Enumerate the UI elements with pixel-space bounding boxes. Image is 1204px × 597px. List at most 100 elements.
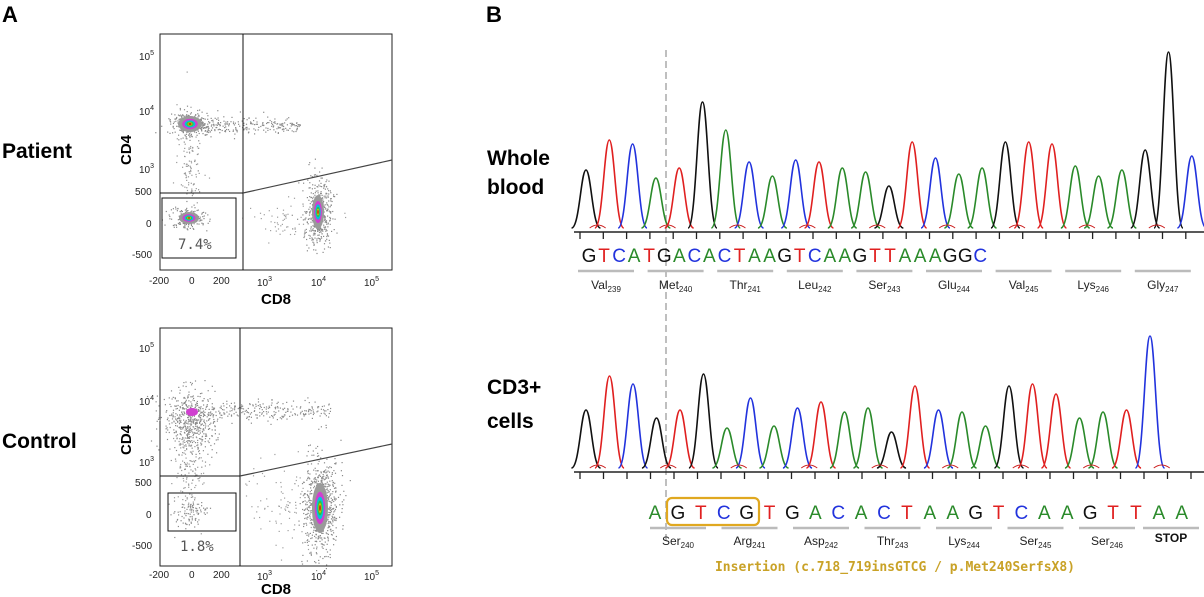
flow-event: [173, 437, 175, 440]
flow-event: [201, 392, 203, 394]
cd4-pop-density: [186, 408, 198, 416]
flow-event: [220, 405, 222, 407]
peak-C: [923, 409, 954, 469]
flow-event: [197, 444, 199, 446]
flow-event: [191, 136, 193, 138]
flow-event: [313, 529, 315, 531]
flow-event: [150, 440, 153, 442]
flow-event: [217, 439, 219, 441]
flow-event: [314, 482, 316, 484]
flow-event: [260, 125, 262, 128]
flow-event: [323, 205, 325, 207]
flow-event: [199, 393, 202, 395]
flow-event: [190, 506, 192, 508]
flow-event: [182, 446, 184, 448]
peak-C: [733, 161, 765, 229]
flow-event: [190, 429, 192, 431]
flow-event: [309, 502, 311, 504]
flow-event: [292, 228, 294, 230]
codon-label: Ser245: [1019, 534, 1052, 550]
codon-label: Thr241: [730, 278, 762, 294]
flow-event: [288, 117, 290, 119]
flow-event: [273, 411, 275, 413]
flow-event: [197, 410, 200, 412]
flow-event: [328, 190, 330, 192]
flow-event: [314, 477, 316, 479]
flow-event: [172, 409, 175, 411]
flow-event: [325, 192, 327, 194]
flow-event: [321, 480, 323, 483]
flow-event: [266, 498, 268, 500]
flow-event: [184, 510, 186, 512]
flow-event: [321, 482, 323, 484]
flow-event: [188, 134, 190, 136]
flow-event: [317, 538, 319, 540]
flow-event: [182, 185, 184, 187]
flow-event: [181, 506, 183, 508]
flow-event: [310, 518, 313, 520]
flow-event: [180, 114, 182, 116]
flow-event: [312, 230, 314, 232]
flow-event: [188, 437, 190, 439]
x-tick-200: 200: [213, 276, 230, 287]
flow-event: [330, 504, 332, 506]
codon-number: 239: [608, 285, 622, 294]
flow-event: [204, 123, 206, 125]
flow-event: [294, 414, 296, 416]
flow-event: [194, 190, 196, 192]
flow-event: [224, 131, 227, 133]
flow-event: [274, 221, 276, 224]
flow-event: [325, 476, 327, 478]
flow-event: [320, 182, 322, 184]
flow-event: [321, 194, 323, 196]
flow-event: [312, 413, 314, 416]
flow-event: [323, 405, 325, 407]
flow-event: [322, 251, 324, 253]
flow-event: [316, 411, 318, 413]
flow-event: [217, 129, 219, 131]
codon-label: Val239: [591, 278, 621, 294]
flow-event: [218, 123, 220, 125]
codon-label: Met240: [659, 278, 693, 294]
flow-event: [185, 385, 187, 388]
flow-event: [219, 413, 221, 415]
flow-event: [179, 118, 181, 120]
flow-event: [207, 425, 209, 427]
base-call: T: [794, 246, 806, 267]
flow-event: [322, 478, 324, 480]
flow-event: [333, 532, 335, 534]
flow-event: [202, 415, 204, 418]
flow-event: [308, 413, 310, 415]
flow-event: [213, 124, 215, 126]
x-axis-title: CD8: [261, 581, 291, 597]
flow-event: [327, 235, 330, 237]
flow-event: [272, 124, 274, 126]
flow-event: [195, 422, 197, 424]
flow-event: [190, 223, 192, 225]
flow-event: [196, 427, 198, 429]
flow-event: [298, 223, 300, 225]
flow-event: [183, 226, 185, 228]
base-call: T: [598, 246, 610, 267]
flow-event: [326, 234, 329, 236]
flow-event: [311, 483, 313, 485]
flow-event: [188, 391, 190, 393]
flow-event: [187, 226, 189, 228]
flow-event: [314, 401, 316, 403]
flow-event: [330, 466, 332, 469]
flow-event: [317, 463, 319, 465]
flow-event: [309, 237, 311, 239]
flow-event: [185, 165, 187, 167]
flow-event: [191, 460, 193, 463]
flow-event: [169, 132, 171, 134]
flow-event: [233, 138, 236, 140]
flow-event: [254, 124, 256, 126]
flow-event: [311, 537, 313, 539]
flow-event: [185, 444, 187, 446]
flow-event: [188, 518, 190, 520]
flow-event: [179, 223, 181, 225]
flow-event: [279, 123, 281, 125]
base-call: G: [943, 246, 958, 267]
flow-event: [333, 470, 335, 472]
flow-event: [189, 113, 192, 115]
